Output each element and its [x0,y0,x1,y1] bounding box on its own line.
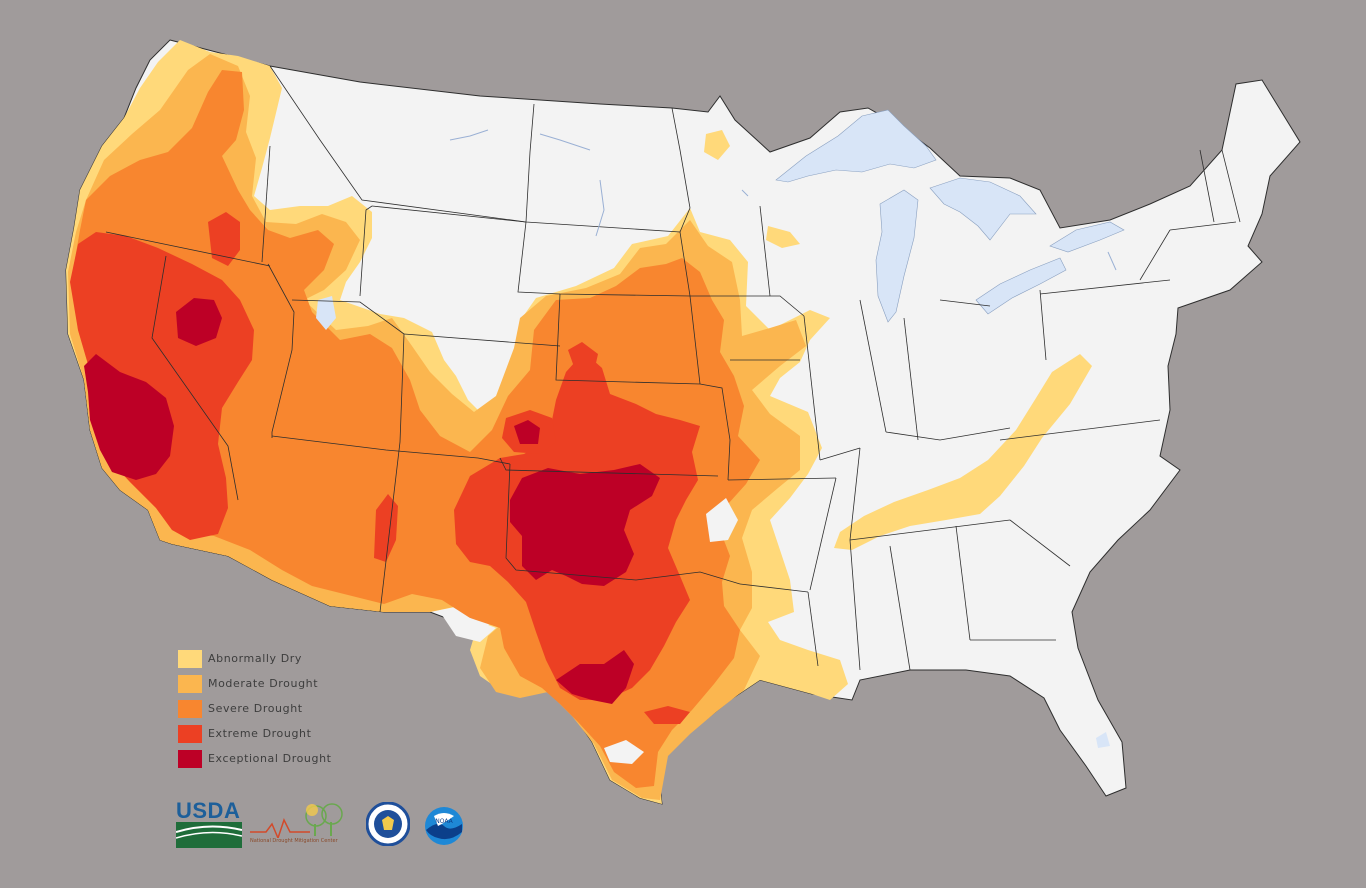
lake-superior [775,109,937,183]
no-drought-south-tx [604,740,644,764]
lake-ontario [1049,221,1125,253]
lake-erie [975,257,1067,315]
legend-item-moderate-drought: Moderate Drought [178,671,332,696]
extreme-drought-ne [568,342,598,378]
commerce-seal-icon [365,801,411,847]
state-borders [105,65,1241,671]
exceptional-drought-nv [176,298,222,346]
legend-swatch-severe-drought [178,699,202,718]
lake-michigan [875,189,919,323]
rivers [449,129,1117,271]
usda-wordmark: USDA [176,798,241,823]
legend-label: Abnormally Dry [208,652,303,665]
exceptional-drought-plains [510,464,660,586]
extreme-drought-tx-coast [644,706,690,724]
legend: Abnormally Dry Moderate Drought Severe D… [178,646,332,771]
lake-okeechobee [1096,732,1110,748]
legend-label: Extreme Drought [208,727,312,740]
ndmc-name: National Drought Mitigation Center [250,838,338,844]
partner-logos: USDA National Drought Mitigation Center [175,798,476,856]
ndmc-icon [250,803,343,841]
noaa-wordmark: NOAA [435,818,453,825]
noaa-logo-icon: NOAA [424,806,464,846]
legend-item-extreme-drought: Extreme Drought [178,721,332,746]
exceptional-drought-ca [84,354,174,480]
legend-item-severe-drought: Severe Drought [178,696,332,721]
legend-swatch-abnormally-dry [178,649,202,668]
legend-swatch-moderate-drought [178,674,202,693]
legend-item-exceptional-drought: Exceptional Drought [178,746,332,771]
usda-field-icon [175,822,243,848]
no-drought-ar [706,498,738,542]
abnormally-dry-mn [704,130,730,160]
abnormally-dry-wi [766,226,800,248]
great-salt-lake [316,296,336,330]
usda-logo: USDA [175,798,243,850]
legend-label: Moderate Drought [208,677,319,690]
exceptional-drought-co [514,420,540,444]
ndmc-logo: National Drought Mitigation Center [250,802,356,850]
extreme-drought-or [208,212,240,266]
exceptional-drought-tx [556,650,634,704]
legend-label: Exceptional Drought [208,752,332,765]
no-drought-west-tx [440,612,496,642]
legend-swatch-exceptional-drought [178,749,202,768]
legend-label: Severe Drought [208,702,303,715]
abnormally-dry-southeast [834,354,1092,550]
lake-huron [929,177,1037,241]
legend-item-abnormally-dry: Abnormally Dry [178,646,332,671]
legend-swatch-extreme-drought [178,724,202,743]
